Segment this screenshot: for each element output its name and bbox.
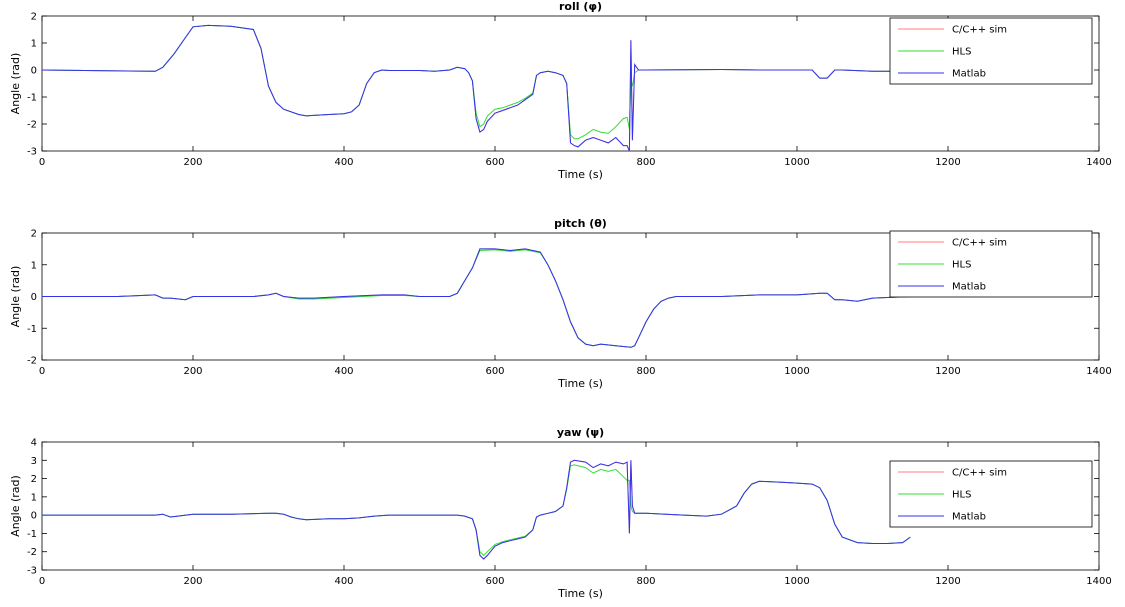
chart-title: roll (φ) (559, 0, 602, 13)
legend-label: C/C++ sim (952, 238, 1007, 249)
y-tick-label: 0 (31, 66, 37, 77)
y-tick-label: 2 (31, 12, 37, 23)
y-tick-label: 4 (31, 438, 37, 449)
y-axis-label: Angle (rad) (9, 266, 22, 328)
legend: C/C++ sim HLS Matlab (889, 230, 1093, 298)
x-tick-label: 200 (183, 366, 202, 377)
y-tick-label: -1 (27, 324, 37, 335)
series-line-c-c-sim (42, 248, 948, 348)
x-tick-label: 1000 (784, 576, 809, 587)
series-line-matlab (42, 24, 948, 151)
y-tick-label: 1 (31, 260, 37, 271)
y-tick-label: 2 (31, 474, 37, 485)
x-tick-label: 800 (636, 576, 655, 587)
x-tick-label: 0 (39, 366, 45, 377)
x-axis-label: Time (s) (557, 168, 603, 181)
x-tick-label: 1400 (1086, 576, 1111, 587)
x-tick-label: 1200 (935, 576, 960, 587)
y-tick-label: 2 (31, 229, 37, 240)
y-tick-label: 0 (31, 292, 37, 303)
y-tick-label: -1 (27, 529, 37, 540)
y-tick-label: 1 (31, 492, 37, 503)
axes-frame (41, 15, 1100, 152)
x-axis-label: Time (s) (557, 377, 603, 390)
y-axis-label: Angle (rad) (9, 53, 22, 115)
x-tick-label: 800 (636, 157, 655, 168)
x-tick-label: 400 (334, 576, 353, 587)
y-tick-label: -2 (27, 547, 37, 558)
legend: C/C++ sim HLS Matlab (889, 460, 1093, 528)
series-line-matlab (42, 248, 948, 348)
y-axis-label: Angle (rad) (9, 475, 22, 537)
legend: C/C++ sim HLS Matlab (889, 17, 1093, 85)
legend-label: HLS (952, 490, 971, 501)
y-tick-label: -2 (27, 120, 37, 131)
legend-label: HLS (952, 260, 971, 271)
x-tick-label: 1400 (1086, 157, 1111, 168)
x-tick-label: 1200 (935, 366, 960, 377)
x-tick-label: 200 (183, 157, 202, 168)
x-tick-label: 600 (485, 157, 504, 168)
x-tick-label: 400 (334, 157, 353, 168)
x-tick-label: 0 (39, 576, 45, 587)
y-tick-label: 1 (31, 39, 37, 50)
x-tick-label: 600 (485, 366, 504, 377)
legend-label: C/C++ sim (952, 468, 1007, 479)
chart-title: yaw (ψ) (557, 426, 604, 439)
axes-frame (41, 441, 1100, 571)
y-tick-label: -3 (27, 147, 37, 158)
x-tick-label: 0 (39, 157, 45, 168)
x-axis-label: Time (s) (557, 587, 603, 600)
y-tick-label: -1 (27, 93, 37, 104)
subplot-3: 0 200 400 600 800 1000 1200 1400 -3 -2 -1 0 1 2 3 4 yaw … (9, 426, 1112, 600)
series-line-c-c-sim (42, 459, 911, 560)
series-line-matlab (42, 459, 911, 560)
x-tick-label: 600 (485, 576, 504, 587)
legend-label: Matlab (952, 282, 986, 293)
subplot-2: 0 200 400 600 800 1000 1200 1400 -2 -1 0 1 2 pitch (θ… (9, 217, 1112, 390)
chart-title: pitch (θ) (554, 217, 607, 230)
x-tick-label: 400 (334, 366, 353, 377)
y-tick-label: 3 (31, 456, 37, 467)
legend-label: Matlab (952, 69, 986, 80)
x-tick-label: 1200 (935, 157, 960, 168)
series-line-c-c-sim (42, 24, 948, 151)
x-tick-label: 200 (183, 576, 202, 587)
x-tick-label: 1400 (1086, 366, 1111, 377)
series-line-hls (42, 24, 948, 140)
x-tick-label: 1000 (784, 366, 809, 377)
y-tick-label: -2 (27, 356, 37, 367)
legend-label: Matlab (952, 512, 986, 523)
y-tick-label: 0 (31, 511, 37, 522)
legend-label: HLS (952, 47, 971, 58)
y-tick-label: -3 (27, 566, 37, 577)
x-tick-label: 1000 (784, 157, 809, 168)
series-line-hls (42, 464, 911, 557)
subplot-1: 0 200 400 600 800 1000 1200 1400 -3 -2 -1 0 1 2 roll (… (9, 0, 1112, 181)
legend-label: C/C++ sim (952, 25, 1007, 36)
x-tick-label: 800 (636, 366, 655, 377)
